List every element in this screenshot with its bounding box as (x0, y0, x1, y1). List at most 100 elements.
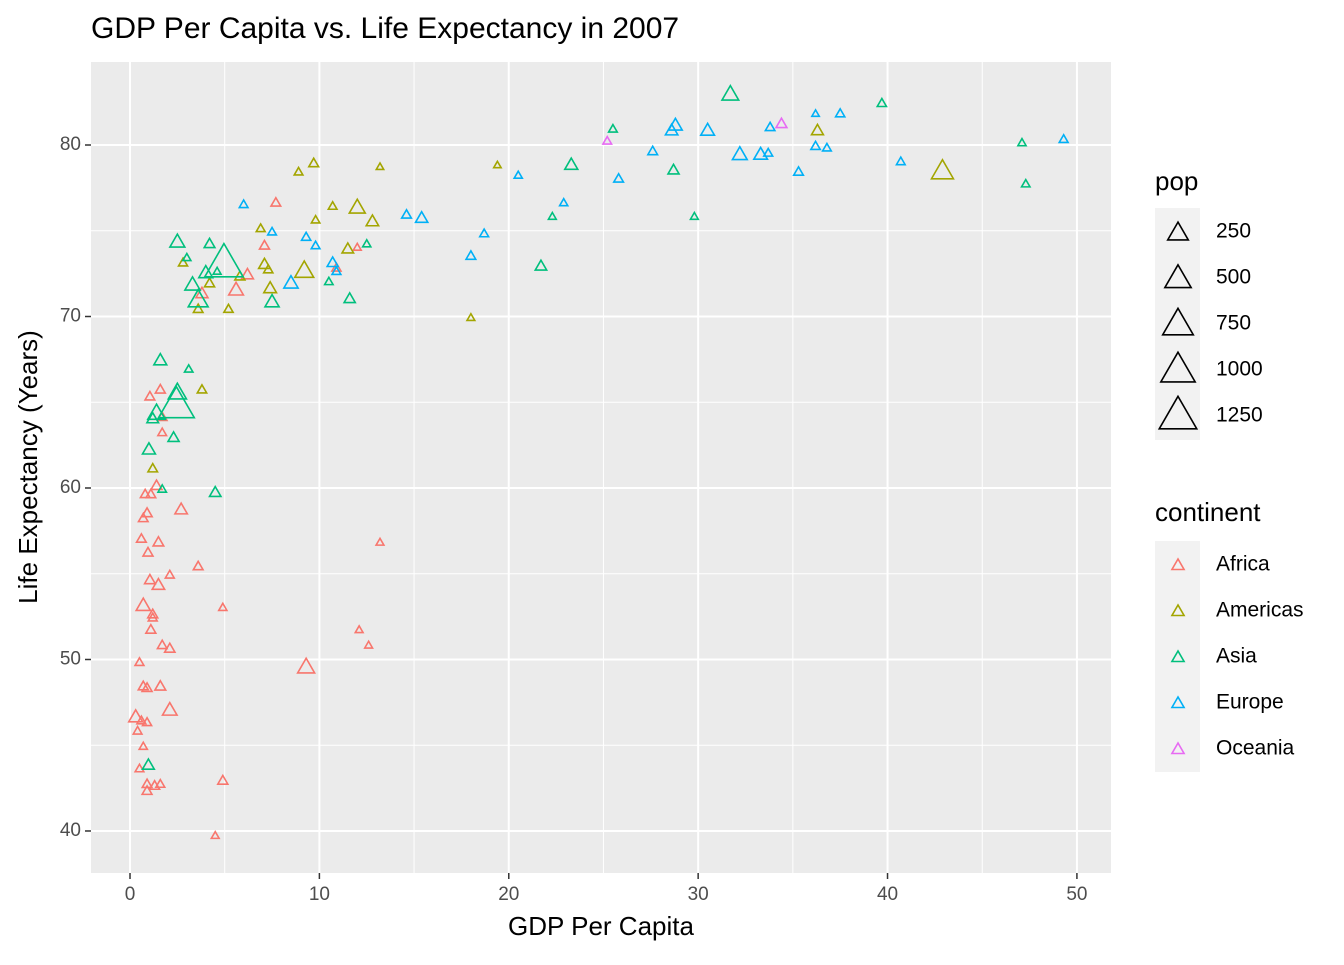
point (144, 623, 158, 635)
point (296, 656, 317, 674)
point (192, 302, 205, 314)
legend-label: Europe (1216, 691, 1284, 714)
point (237, 198, 250, 209)
point (340, 241, 355, 254)
legend-key-bg (1155, 208, 1200, 440)
legend-label: Asia (1216, 645, 1257, 668)
point (141, 716, 153, 727)
point (195, 383, 209, 394)
point (152, 352, 169, 366)
point (143, 572, 157, 585)
point (601, 134, 613, 145)
point (547, 210, 558, 221)
point (203, 241, 245, 278)
point (1020, 177, 1032, 188)
point (374, 161, 386, 171)
point (208, 484, 223, 498)
x-axis-title: GDP Per Capita (508, 911, 694, 941)
chart-title: GDP Per Capita vs. Life Expectancy in 20… (91, 12, 679, 45)
legend-size-key (1166, 220, 1190, 241)
y-tick-label: 60 (60, 477, 81, 498)
x-tick-label: 40 (877, 884, 898, 905)
point (217, 601, 229, 612)
point (262, 280, 278, 294)
x-tick-label: 50 (1066, 884, 1087, 905)
point (163, 641, 177, 653)
point (414, 210, 430, 224)
point (143, 389, 157, 401)
point (533, 258, 549, 271)
legend-color-key (1170, 741, 1186, 755)
point (269, 196, 283, 207)
point (292, 165, 305, 176)
point (810, 122, 825, 136)
legend-title: pop (1155, 166, 1198, 196)
point (353, 624, 365, 634)
point (146, 462, 159, 473)
point (752, 145, 769, 161)
point (342, 291, 357, 304)
point (140, 784, 154, 796)
point (153, 679, 168, 691)
legend-color-key (1170, 603, 1186, 617)
point (183, 363, 195, 373)
point (156, 483, 168, 493)
point (257, 256, 272, 270)
point (181, 251, 193, 262)
point (151, 535, 166, 547)
point (400, 208, 413, 219)
point (478, 227, 490, 238)
point (240, 266, 255, 280)
point (149, 478, 164, 491)
y-tick-label: 40 (60, 820, 81, 841)
legend-key-bg (1155, 541, 1200, 772)
point (809, 139, 822, 151)
point (464, 249, 478, 261)
legend-size-key (1163, 263, 1193, 289)
point (374, 536, 386, 546)
legend-color-key (1170, 695, 1186, 709)
point (895, 155, 907, 166)
point (300, 230, 313, 242)
point (202, 236, 217, 249)
point (821, 141, 833, 152)
point (309, 239, 322, 250)
point (763, 120, 777, 132)
legend-label: 250 (1216, 220, 1251, 243)
point (137, 740, 149, 751)
point (203, 276, 216, 288)
legend-size-key (1159, 350, 1197, 383)
point (875, 96, 888, 108)
point (667, 116, 684, 131)
point (133, 656, 146, 667)
point (607, 122, 619, 133)
legend-label: 1250 (1216, 404, 1263, 427)
point (720, 84, 741, 101)
point (492, 159, 503, 169)
point (211, 265, 223, 275)
point (161, 700, 179, 716)
point (254, 222, 267, 233)
point (153, 382, 167, 394)
legend-label: 1000 (1216, 358, 1263, 381)
legend-label: Oceania (1216, 737, 1295, 760)
point (154, 777, 167, 789)
point (150, 576, 167, 591)
point (166, 430, 181, 443)
point (156, 638, 169, 650)
point (1057, 133, 1070, 144)
point (666, 162, 681, 175)
legend-size-key (1161, 306, 1195, 336)
point (326, 200, 339, 211)
point (134, 596, 152, 612)
point (363, 639, 374, 649)
point (146, 607, 160, 619)
point (282, 274, 300, 289)
point (209, 830, 221, 840)
y-tick-label: 50 (60, 649, 81, 670)
point (166, 381, 188, 400)
point (689, 210, 700, 221)
point (173, 501, 189, 515)
point (810, 108, 821, 118)
